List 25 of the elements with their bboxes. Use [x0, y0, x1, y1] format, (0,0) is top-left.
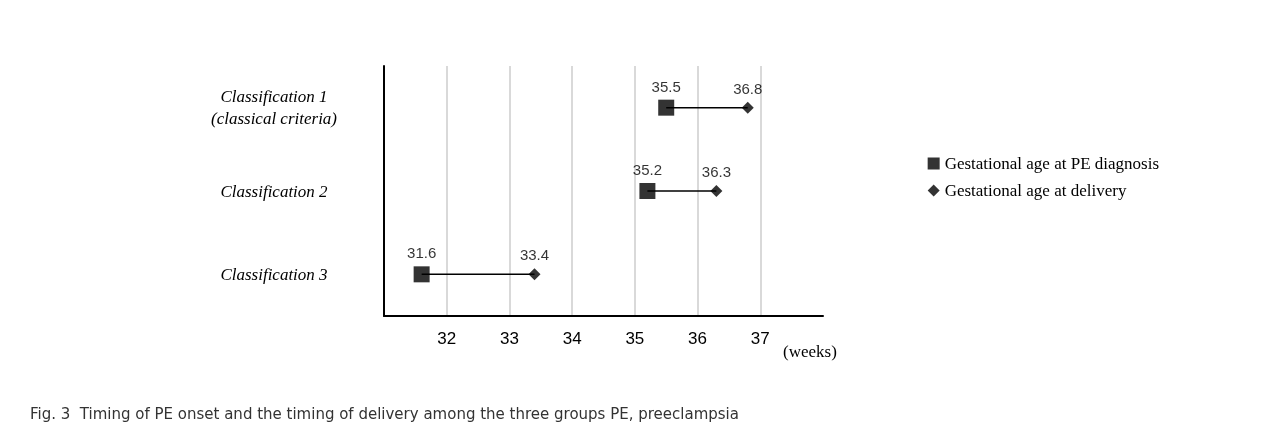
x-axis-title: (weeks) — [783, 342, 837, 361]
x-tick-label: 36 — [688, 329, 708, 348]
x-tick-label: 37 — [750, 329, 770, 348]
x-tick-label: 33 — [499, 329, 519, 348]
data-label: 35.2 — [632, 161, 662, 178]
y-tick-label: Classification 2 — [220, 181, 329, 201]
x-tick-label: 34 — [562, 329, 582, 348]
caption: Fig. 3 Timing of PE onset and the timing of delivery among the three groups PE, preeclampsia — [30, 404, 739, 423]
point — [710, 185, 723, 197]
point — [413, 266, 430, 283]
point — [639, 183, 656, 199]
legend-label: Gestational age at PE diagnosis — [944, 154, 1159, 173]
data-label: 33.4 — [519, 246, 550, 264]
legend-label: Gestational age at delivery — [944, 181, 1127, 200]
x-tick-label: 35 — [625, 329, 645, 348]
point — [741, 101, 754, 114]
x-tick-label: 32 — [437, 329, 457, 348]
data-label: 35.5 — [651, 77, 681, 95]
point — [658, 99, 675, 116]
y-tick-label: Classification 3 — [220, 264, 328, 284]
data-label: 36.8 — [733, 79, 763, 97]
data-label: 31.6 — [407, 244, 437, 262]
y-tick-label: Classification 1 (classical criteria) — [210, 87, 338, 129]
data-label: 36.3 — [701, 163, 731, 180]
point — [528, 268, 541, 281]
